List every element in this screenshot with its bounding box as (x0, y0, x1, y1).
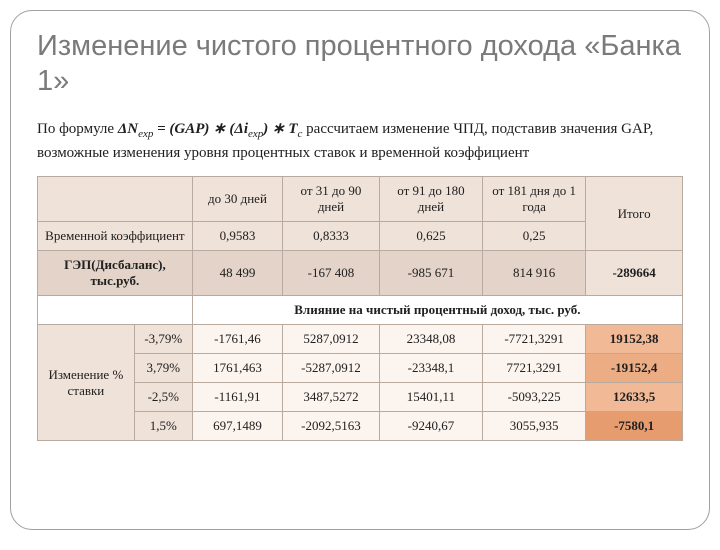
table-row: Изменение % ставки -3,79% -1761,46 5287,… (38, 325, 683, 354)
blank-header (38, 177, 193, 222)
table-row: -2,5% -1161,91 3487,5272 15401,11 -5093,… (38, 383, 683, 412)
cell: -1761,46 (192, 325, 282, 354)
cell: -1161,91 (192, 383, 282, 412)
page-title: Изменение чистого процентного дохода «Ба… (37, 29, 683, 99)
row-label: ГЭП(Дисбаланс), тыс.руб. (38, 251, 193, 296)
blank-cell (38, 296, 193, 325)
col-header: до 30 дней (192, 177, 282, 222)
cell: -9240,67 (379, 412, 482, 441)
cell: 0,25 (483, 222, 586, 251)
cell: 0,8333 (283, 222, 380, 251)
cell-total: 12633,5 (586, 383, 683, 412)
rate-value: -3,79% (134, 325, 192, 354)
cell: 48 499 (192, 251, 282, 296)
cell: 1761,463 (192, 354, 282, 383)
cell-total: -289664 (586, 251, 683, 296)
cell: 5287,0912 (283, 325, 380, 354)
cell: 7721,3291 (483, 354, 586, 383)
cell: -2092,5163 (283, 412, 380, 441)
rate-value: 1,5% (134, 412, 192, 441)
col-header: от 181 дня до 1 года (483, 177, 586, 222)
cell: 0,9583 (192, 222, 282, 251)
cell: -985 671 (379, 251, 482, 296)
table-row: Влияние на чистый процентный доход, тыс.… (38, 296, 683, 325)
col-header: от 91 до 180 дней (379, 177, 482, 222)
formula-text: По формуле ΔNexp = (GAP) ∗ (Δiexp) ∗ Tc … (37, 119, 683, 165)
table-row: 1,5% 697,1489 -2092,5163 -9240,67 3055,9… (38, 412, 683, 441)
cell: 3055,935 (483, 412, 586, 441)
impact-title: Влияние на чистый процентный доход, тыс.… (192, 296, 682, 325)
cell-total: -19152,4 (586, 354, 683, 383)
cell: -7721,3291 (483, 325, 586, 354)
cell: -23348,1 (379, 354, 482, 383)
cell: 814 916 (483, 251, 586, 296)
total-header: Итого (586, 177, 683, 251)
cell: -5093,225 (483, 383, 586, 412)
cell: 697,1489 (192, 412, 282, 441)
cell-total: -7580,1 (586, 412, 683, 441)
cell-total: 19152,38 (586, 325, 683, 354)
cell: 23348,08 (379, 325, 482, 354)
table-row: ГЭП(Дисбаланс), тыс.руб. 48 499 -167 408… (38, 251, 683, 296)
cell: 15401,11 (379, 383, 482, 412)
row-label: Временной коэффициент (38, 222, 193, 251)
rate-value: -2,5% (134, 383, 192, 412)
cell: -5287,0912 (283, 354, 380, 383)
table-row: до 30 дней от 31 до 90 дней от 91 до 180… (38, 177, 683, 222)
rate-value: 3,79% (134, 354, 192, 383)
cell: 0,625 (379, 222, 482, 251)
cell: -167 408 (283, 251, 380, 296)
rate-label: Изменение % ставки (38, 325, 135, 441)
cell: 3487,5272 (283, 383, 380, 412)
table-row: 3,79% 1761,463 -5287,0912 -23348,1 7721,… (38, 354, 683, 383)
data-table: до 30 дней от 31 до 90 дней от 91 до 180… (37, 176, 683, 441)
col-header: от 31 до 90 дней (283, 177, 380, 222)
